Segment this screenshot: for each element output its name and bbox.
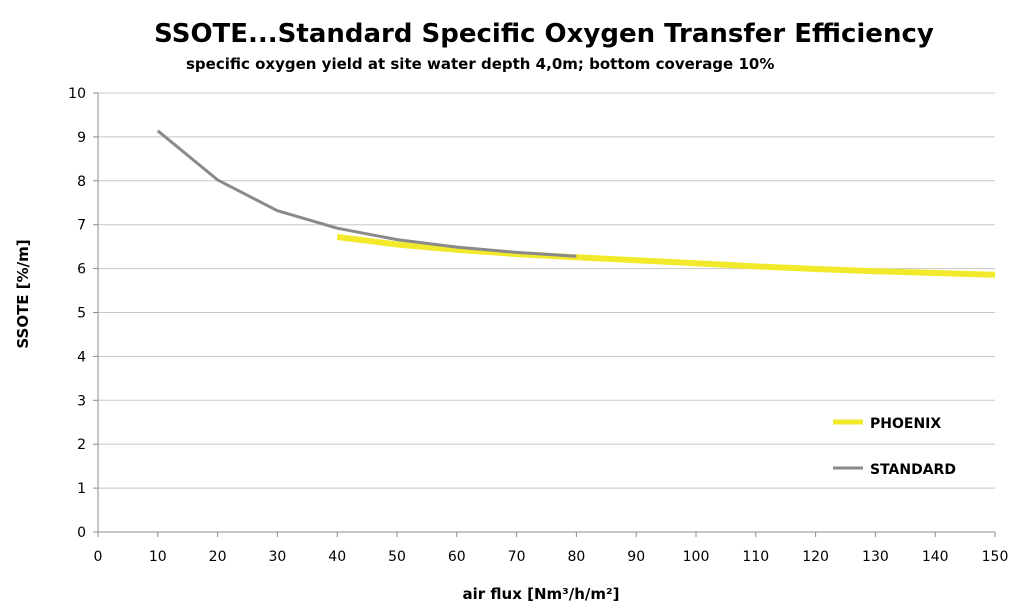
legend-label-phoenix: PHOENIX <box>870 416 941 432</box>
x-tick-label: 30 <box>268 549 286 565</box>
y-tick-label: 5 <box>77 306 86 322</box>
series-line-phoenix <box>336 234 996 278</box>
y-tick-label: 3 <box>77 393 86 409</box>
x-tick-label: 20 <box>209 549 227 565</box>
x-tick-label: 80 <box>567 549 585 565</box>
x-tick-label: 90 <box>627 549 645 565</box>
y-tick-label: 9 <box>77 130 86 146</box>
x-tick-labels: 0 10 20 30 40 50 60 70 80 90 100 110 120 130 140 150 <box>94 549 1009 565</box>
y-tick-labels: 0 1 2 3 4 5 6 7 8 9 10 <box>68 86 86 541</box>
series-line-standard <box>156 129 577 258</box>
x-tick-label: 120 <box>802 549 829 565</box>
y-tick-label: 1 <box>77 481 86 497</box>
legend-label-standard: STANDARD <box>870 462 956 478</box>
axes <box>93 92 996 537</box>
y-tick-label: 7 <box>77 218 86 234</box>
x-tick-label: 130 <box>862 549 889 565</box>
x-tick-label: 100 <box>683 549 710 565</box>
y-tick-label: 10 <box>68 86 86 102</box>
x-axis-title: air flux [Nm³/h/m²] <box>463 585 620 603</box>
series-lines <box>156 129 996 278</box>
grid-lines <box>98 92 995 489</box>
x-tick-label: 110 <box>742 549 769 565</box>
y-tick-label: 0 <box>77 525 86 541</box>
chart-subtitle: specific oxygen yield at site water dept… <box>186 55 774 73</box>
y-tick-label: 2 <box>77 437 86 453</box>
y-tick-label: 8 <box>77 174 86 190</box>
x-tick-label: 70 <box>508 549 526 565</box>
y-tick-label: 4 <box>77 349 86 365</box>
legend: PHOENIX STANDARD <box>833 416 956 478</box>
x-tick-label: 40 <box>328 549 346 565</box>
x-tick-label: 140 <box>922 549 949 565</box>
chart-title: SSOTE...Standard Specific Oxygen Transfe… <box>154 19 934 49</box>
x-tick-label: 10 <box>149 549 167 565</box>
y-axis-title: SSOTE [%/m] <box>14 239 32 348</box>
x-tick-label: 60 <box>448 549 466 565</box>
x-tick-label: 0 <box>94 549 103 565</box>
x-tick-label: 150 <box>982 549 1009 565</box>
y-tick-label: 6 <box>77 262 86 278</box>
x-tick-label: 50 <box>388 549 406 565</box>
